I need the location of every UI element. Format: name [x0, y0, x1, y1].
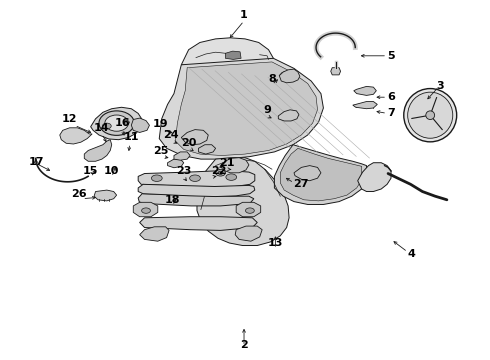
Text: 21: 21 [219, 158, 234, 168]
Ellipse shape [105, 115, 128, 131]
Polygon shape [140, 227, 169, 241]
Polygon shape [353, 102, 377, 109]
Text: 9: 9 [263, 105, 271, 115]
Ellipse shape [245, 208, 254, 213]
Text: 8: 8 [268, 73, 276, 84]
Polygon shape [354, 86, 376, 95]
Ellipse shape [190, 175, 200, 181]
Polygon shape [133, 202, 158, 217]
Text: 10: 10 [104, 166, 120, 176]
Text: 11: 11 [123, 132, 139, 142]
Text: 14: 14 [94, 123, 110, 133]
Polygon shape [278, 110, 299, 121]
Polygon shape [84, 140, 112, 161]
Polygon shape [236, 202, 261, 217]
Polygon shape [225, 51, 241, 59]
Text: 16: 16 [115, 118, 130, 128]
Polygon shape [138, 194, 254, 206]
Polygon shape [60, 128, 92, 144]
Polygon shape [174, 152, 190, 160]
Ellipse shape [226, 174, 237, 180]
Polygon shape [358, 163, 391, 192]
Ellipse shape [123, 121, 129, 124]
Polygon shape [280, 148, 362, 201]
Text: 6: 6 [387, 92, 395, 102]
Polygon shape [181, 38, 273, 71]
Text: 1: 1 [240, 10, 248, 20]
Text: 19: 19 [153, 119, 169, 129]
Text: 26: 26 [72, 189, 87, 199]
Polygon shape [220, 158, 249, 173]
Text: 18: 18 [165, 195, 180, 205]
Text: 17: 17 [28, 157, 44, 167]
Text: 5: 5 [387, 51, 395, 61]
Text: 7: 7 [387, 108, 395, 118]
Ellipse shape [426, 111, 435, 120]
Text: 4: 4 [408, 249, 416, 259]
Text: 23: 23 [176, 166, 192, 176]
Text: 2: 2 [240, 340, 248, 350]
Polygon shape [181, 130, 208, 145]
Polygon shape [294, 166, 321, 181]
Ellipse shape [408, 92, 453, 138]
Polygon shape [159, 58, 323, 159]
Ellipse shape [151, 175, 162, 181]
Text: 13: 13 [268, 238, 283, 248]
Polygon shape [198, 145, 216, 154]
Text: 25: 25 [153, 145, 169, 156]
Polygon shape [197, 158, 289, 246]
Polygon shape [175, 62, 318, 156]
Polygon shape [274, 145, 367, 204]
Text: 15: 15 [83, 166, 98, 176]
Polygon shape [140, 217, 257, 230]
Polygon shape [235, 226, 262, 241]
Polygon shape [331, 68, 341, 75]
Ellipse shape [216, 170, 225, 176]
Polygon shape [168, 159, 184, 168]
Ellipse shape [102, 123, 111, 129]
Text: 27: 27 [293, 179, 309, 189]
Polygon shape [131, 118, 149, 132]
Polygon shape [138, 184, 255, 197]
Polygon shape [138, 171, 255, 187]
Polygon shape [279, 69, 300, 83]
Text: 12: 12 [62, 114, 77, 124]
Ellipse shape [404, 89, 457, 142]
Ellipse shape [142, 208, 150, 213]
Text: 22: 22 [211, 166, 226, 176]
Polygon shape [91, 107, 142, 140]
Text: 20: 20 [181, 138, 196, 148]
Text: 3: 3 [436, 81, 444, 91]
Ellipse shape [218, 171, 223, 175]
Ellipse shape [99, 111, 134, 135]
Polygon shape [94, 190, 117, 201]
Text: 24: 24 [163, 130, 178, 140]
